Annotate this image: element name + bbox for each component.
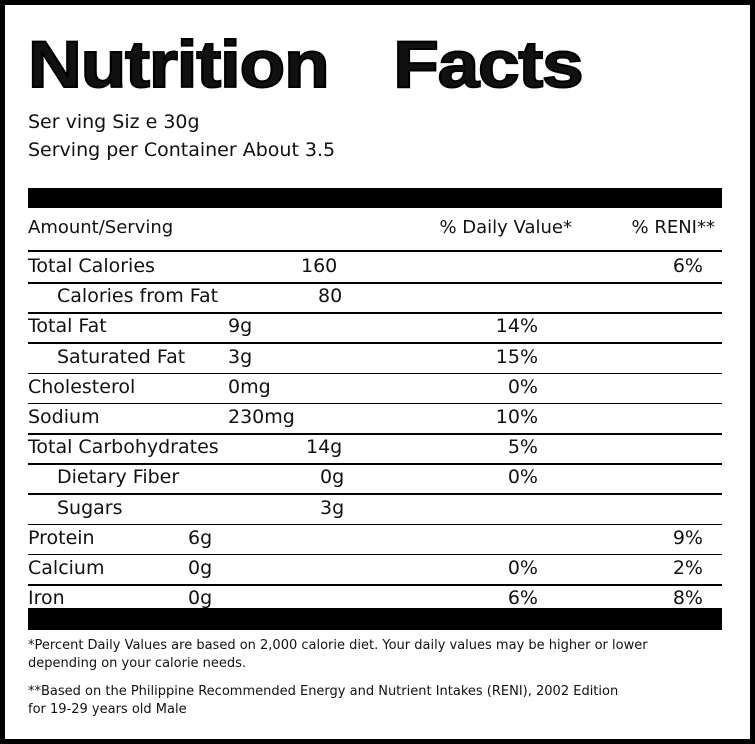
row-rule <box>28 463 722 465</box>
row-rule <box>28 282 722 284</box>
footnote: for 19-29 years old Male <box>28 702 187 717</box>
title: Nutrition Facts <box>27 27 585 101</box>
nutrient-name: Saturated Fat <box>57 345 186 368</box>
nutrient-name: Cholesterol <box>28 375 136 398</box>
reni-value: 8% <box>672 587 703 610</box>
row-rule <box>28 523 722 526</box>
nutrient-amount: 160 <box>301 255 338 277</box>
daily-value: 15% <box>495 345 538 368</box>
nutrient-name: Total Carbohydrates <box>28 436 219 459</box>
nutrient-amount: 80 <box>318 285 343 308</box>
nutrient-amount: 9g <box>228 315 253 338</box>
reni-value: 9% <box>672 526 703 549</box>
nutrient-amount: 0g <box>320 466 345 489</box>
footnote: *Percent Daily Values are based on 2,000… <box>28 638 648 653</box>
row-rule <box>28 402 722 405</box>
footnote: **Based on the Philippine Recommended En… <box>28 684 619 699</box>
nutrient-amount: 3g <box>228 345 253 368</box>
row-rule <box>28 493 722 495</box>
daily-value: 10% <box>495 406 538 428</box>
nutrient-amount: 230mg <box>228 406 295 428</box>
nutrient-name: Sugars <box>57 496 123 519</box>
daily-value: 0% <box>507 466 538 489</box>
nutrient-name: Total Calories <box>28 255 155 277</box>
thick-bar <box>28 188 722 208</box>
nutrient-amount: 6g <box>188 526 213 549</box>
row-rule <box>28 553 722 556</box>
nutrient-amount: 0g <box>188 557 213 579</box>
nutrient-name: Dietary Fiber <box>57 466 180 489</box>
header-daily-value: % Daily Value* <box>439 217 572 238</box>
row-rule <box>28 250 722 252</box>
nutrient-name: Total Fat <box>28 315 107 338</box>
nutrient-name: Sodium <box>28 406 100 428</box>
daily-value: 14% <box>495 315 538 338</box>
header-amount: Amount/Serving <box>28 217 174 238</box>
serving-line: Ser ving Siz e 30g <box>28 111 200 133</box>
nutrient-name: Protein <box>28 526 95 549</box>
daily-value: 0% <box>507 375 538 398</box>
row-rule <box>28 342 722 344</box>
nutrient-name: Calcium <box>28 557 105 579</box>
nutrient-name: Iron <box>28 587 65 610</box>
row-rule <box>28 584 722 586</box>
daily-value: 5% <box>507 436 538 459</box>
nutrient-name: Calories from Fat <box>57 285 219 308</box>
row-rule <box>28 433 722 435</box>
reni-value: 2% <box>672 557 703 579</box>
reni-value: 6% <box>672 255 703 277</box>
serving-line: Serving per Container About 3.5 <box>28 139 336 161</box>
thick-bar <box>28 608 722 630</box>
row-rule <box>28 312 722 314</box>
footnote: depending on your calorie needs. <box>28 656 247 671</box>
nutrient-amount: 14g <box>306 436 343 459</box>
daily-value: 6% <box>507 587 538 610</box>
header-reni: % RENI** <box>631 217 715 238</box>
daily-value: 0% <box>507 557 538 579</box>
row-rule <box>28 372 722 375</box>
nutrient-amount: 0mg <box>228 375 271 398</box>
nutrient-amount: 3g <box>320 496 345 519</box>
nutrient-amount: 0g <box>188 587 213 610</box>
